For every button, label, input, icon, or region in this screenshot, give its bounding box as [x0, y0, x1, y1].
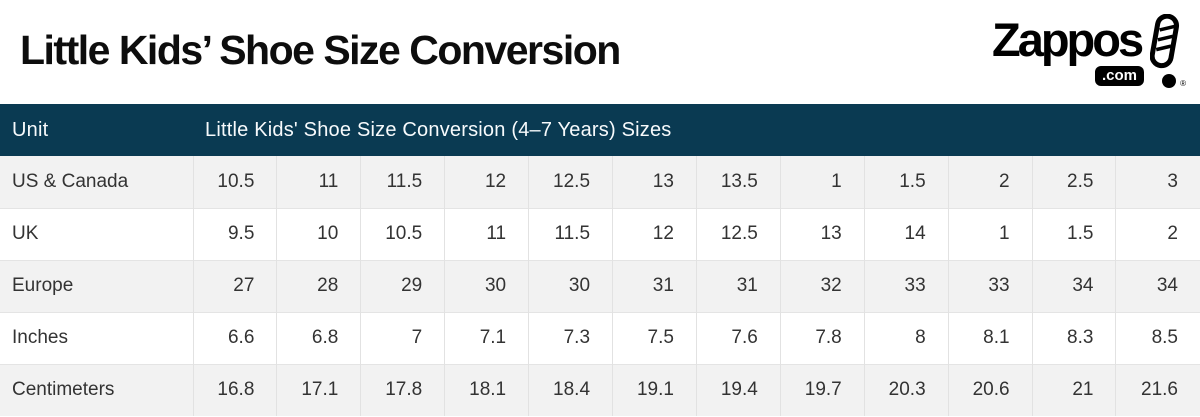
sizes-span-header: Little Kids' Shoe Size Conversion (4–7 Y…: [193, 104, 1200, 156]
size-cell: 21: [1031, 363, 1116, 416]
size-cell: 19.1: [612, 363, 697, 416]
size-cell: 1.5: [863, 156, 949, 208]
table-row: US & Canada 10.5 11 11.5 12 12.5 13 13.5 1 1.5 2 2.…: [0, 156, 1200, 208]
size-cell: 2.5: [1031, 156, 1116, 208]
size-cell: 12.5: [695, 207, 781, 260]
size-cell: 11.5: [360, 156, 445, 208]
row-label: UK: [0, 207, 193, 260]
size-cell: 3: [1115, 156, 1200, 208]
size-cell: 33: [863, 259, 949, 312]
registered-mark: ®: [1180, 79, 1186, 88]
size-cell: 19.4: [695, 363, 781, 416]
zappos-com-badge: .com: [1094, 66, 1144, 86]
size-cell: 6.6: [192, 311, 277, 364]
size-cell: 12: [612, 207, 697, 260]
row-label: US & Canada: [12, 170, 129, 192]
size-cell: 30: [528, 259, 613, 312]
size-cell: 16.8: [192, 363, 277, 416]
size-cell: 2: [1115, 207, 1200, 260]
size-cell: 13.5: [695, 156, 781, 208]
size-cell: 14: [863, 207, 949, 260]
size-cell: 34: [1031, 259, 1116, 312]
size-cell: 21.6: [1115, 363, 1200, 416]
size-cell: 19.7: [779, 363, 865, 416]
size-cell: 7.6: [695, 311, 781, 364]
shoe-sole-exclamation-icon: [1149, 13, 1180, 95]
size-cell: 7.5: [612, 311, 697, 364]
row-label: Europe: [0, 259, 193, 312]
size-cell: 28: [276, 259, 361, 312]
row-label: Centimeters: [0, 363, 193, 416]
unit-column-header: Unit: [0, 104, 193, 156]
table-header-row: Unit Little Kids' Shoe Size Conversion (…: [0, 104, 1200, 156]
size-cell: 17.1: [276, 363, 361, 416]
size-cell: 13: [612, 156, 697, 208]
size-cell: 33: [947, 259, 1033, 312]
size-cell: 20.6: [947, 363, 1033, 416]
size-cell: 13: [779, 207, 865, 260]
size-conversion-table: Unit Little Kids' Shoe Size Conversion (…: [0, 104, 1200, 416]
size-cell: 12.5: [528, 156, 613, 208]
size-cell: 8.1: [947, 311, 1033, 364]
size-cell: 29: [360, 259, 445, 312]
size-cell: 7.3: [528, 311, 613, 364]
table-row: Centimeters 16.8 17.1 17.8 18.1 18.4 19.1 19.4 1…: [0, 363, 1200, 416]
size-cell: 20.3: [863, 363, 949, 416]
size-cell: 12: [444, 156, 529, 208]
size-cell: 18.4: [528, 363, 613, 416]
size-cell: 9.5: [192, 207, 277, 260]
table-row: Europe 27 28 29 30 30 31 31 32 33 33 34 34: [0, 259, 1200, 312]
size-cell: 8.3: [1031, 311, 1116, 364]
size-cell: 10: [276, 207, 361, 260]
size-cell: 11: [276, 156, 361, 208]
page-title: Little Kids’ Shoe Size Conversion: [20, 26, 621, 73]
size-cell: 11.5: [528, 207, 613, 260]
table-body: US & Canada 10.5 11 11.5 12 12.5 13 13.5 1 1.5 2 2.…: [0, 156, 1200, 416]
size-cell: 1: [779, 156, 865, 208]
size-cell: 7.8: [779, 311, 865, 364]
size-cell: 17.8: [360, 363, 445, 416]
size-cell: 1.5: [1031, 207, 1116, 260]
size-cell: 18.1: [444, 363, 529, 416]
size-cell: 11: [444, 207, 529, 260]
size-cell: 32: [779, 259, 865, 312]
size-cell: 27: [192, 259, 277, 312]
size-cell: 8.5: [1115, 311, 1200, 364]
row-label: Inches: [0, 311, 193, 364]
size-cell: 10.5: [192, 156, 277, 208]
size-cell: 8: [863, 311, 949, 364]
size-cell: 34: [1115, 259, 1200, 312]
size-cell: 31: [612, 259, 697, 312]
zappos-logo: Zappos .com ®: [992, 10, 1186, 95]
zappos-wordmark: Zappos: [992, 13, 1144, 66]
size-cell: 6.8: [276, 311, 361, 364]
top-bar: Little Kids’ Shoe Size Conversion Zappos…: [0, 0, 1200, 104]
size-cell: 30: [444, 259, 529, 312]
size-cell: 7: [360, 311, 445, 364]
size-cell: 2: [947, 156, 1033, 208]
table-row: UK 9.5 10 10.5 11 11.5 12 12.5 13 14 1 1.5 2: [0, 207, 1200, 260]
size-cell: 31: [695, 259, 781, 312]
size-cell: 7.1: [444, 311, 529, 364]
table-row: Inches 6.6 6.8 7 7.1 7.3 7.5 7.6 7.8 8 8.1 8.3 8.5: [0, 311, 1200, 364]
size-cell: 10.5: [360, 207, 445, 260]
size-cell: 1: [947, 207, 1033, 260]
